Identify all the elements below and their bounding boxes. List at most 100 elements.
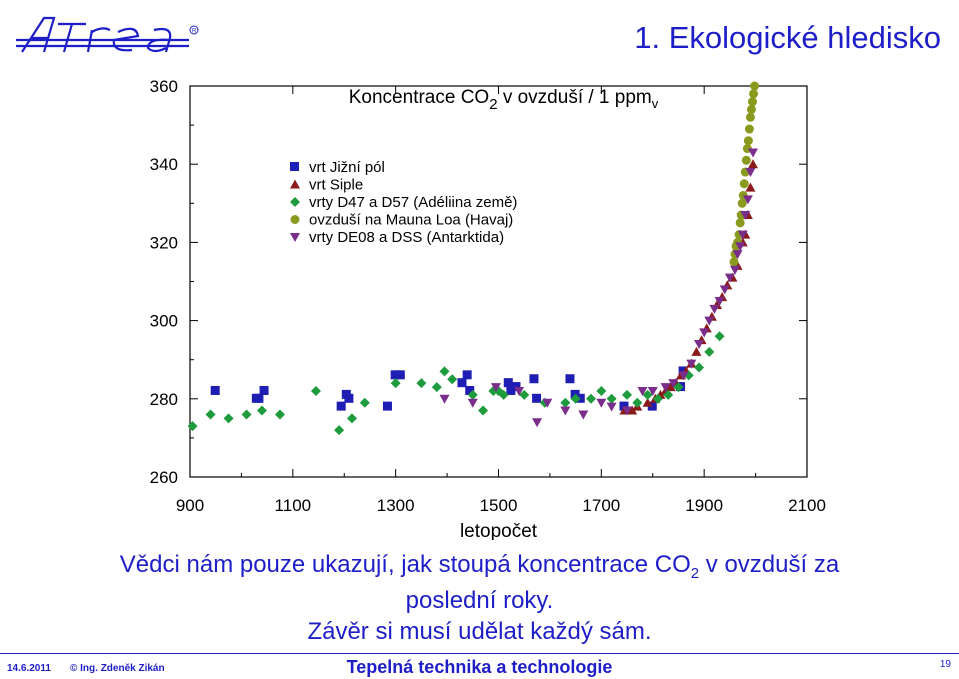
data-point-series-3 — [241, 409, 252, 420]
x-tick-label: 1500 — [480, 496, 518, 515]
data-point-series-3 — [390, 378, 401, 389]
data-point-series-3 — [223, 413, 234, 424]
legend-label-4: ovzduší na Mauna Loa (Havaj) — [309, 212, 513, 229]
data-point-series-3 — [431, 382, 442, 393]
data-point-series-3 — [205, 409, 216, 420]
data-point-series-1 — [395, 370, 405, 380]
data-point-series-3 — [416, 378, 427, 389]
y-tick-label: 260 — [150, 468, 178, 487]
y-tick-label: 300 — [150, 312, 178, 331]
y-tick-label: 320 — [150, 233, 178, 252]
footer-title: Tepelná technika a technologie — [346, 657, 613, 677]
data-point-series-2 — [691, 346, 702, 356]
data-point-series-3 — [632, 397, 643, 408]
legend-label-5: vrty DE08 a DSS (Antarktida) — [309, 229, 504, 246]
data-point-series-1 — [506, 385, 516, 395]
legend-marker-1 — [290, 162, 299, 171]
data-point-series-5 — [714, 297, 725, 307]
data-point-series-1 — [678, 366, 688, 376]
data-point-series-5 — [678, 371, 689, 381]
data-point-series-4 — [746, 104, 756, 114]
chart-title: Koncentrace CO2 v ovzduší / 1 ppmv — [349, 87, 659, 113]
data-point-series-1 — [465, 385, 475, 395]
data-point-series-5 — [737, 230, 748, 240]
data-point-series-2 — [665, 382, 676, 392]
data-point-series-4 — [750, 81, 760, 91]
data-point-series-5 — [719, 285, 730, 295]
data-point-series-1 — [210, 385, 220, 395]
data-point-series-3 — [586, 393, 597, 404]
data-point-series-2 — [642, 397, 653, 407]
data-point-series-5 — [704, 316, 715, 326]
data-point-series-1 — [565, 374, 575, 384]
data-point-series-1 — [457, 378, 467, 388]
svg-text:R: R — [192, 29, 197, 35]
y-tick-label: 360 — [150, 77, 178, 96]
data-point-series-5 — [724, 273, 735, 283]
data-point-series-3 — [606, 393, 617, 404]
data-point-series-2 — [627, 405, 638, 415]
legend-label-2: vrt Siple — [309, 177, 363, 194]
data-point-series-5 — [637, 386, 648, 396]
plot-frame — [189, 85, 808, 478]
data-point-series-5 — [596, 398, 607, 408]
legend-marker-5 — [290, 233, 300, 242]
data-point-series-5 — [694, 340, 705, 350]
data-point-series-1 — [344, 393, 354, 403]
data-point-series-5 — [578, 410, 589, 420]
data-point-series-3 — [560, 397, 571, 408]
data-point-series-3 — [704, 346, 715, 357]
x-tick-label: 2100 — [788, 496, 826, 515]
footer: 14.6.2011 © Ing. Zdeněk Zikán Tepelná te… — [0, 653, 959, 679]
data-point-series-3 — [334, 425, 345, 436]
data-point-series-3 — [256, 405, 267, 416]
data-point-series-1 — [462, 370, 472, 380]
x-tick-label: 1700 — [582, 496, 620, 515]
data-point-series-5 — [647, 386, 658, 396]
data-point-series-2 — [748, 159, 759, 169]
data-point-series-3 — [663, 389, 674, 400]
data-point-series-4 — [739, 179, 749, 189]
data-point-series-3 — [346, 413, 357, 424]
x-tick-label: 1300 — [377, 496, 415, 515]
data-point-series-5 — [514, 386, 525, 396]
data-point-series-5 — [748, 148, 759, 158]
data-point-series-1 — [511, 382, 521, 392]
data-point-series-5 — [686, 359, 697, 369]
data-point-series-1 — [259, 385, 269, 395]
data-point-series-4 — [749, 89, 759, 99]
data-point-series-5 — [699, 328, 710, 338]
data-point-series-3 — [570, 393, 581, 404]
y-tick-label: 280 — [150, 390, 178, 409]
data-point-series-4 — [743, 136, 753, 146]
caption-line-1-end: v ovzduší za — [699, 551, 840, 578]
data-point-series-4 — [741, 155, 751, 165]
data-point-series-4 — [729, 257, 739, 267]
data-point-series-4 — [744, 124, 754, 134]
page-number: 19 — [939, 659, 951, 670]
data-point-series-5 — [439, 394, 450, 404]
co2-chart: 260 280 300 320 340 360 900 1100 1300 1500 1700 190… — [120, 72, 841, 540]
data-point-series-1 — [254, 393, 264, 403]
atrea-logo: R — [14, 10, 199, 60]
data-point-series-1 — [336, 401, 346, 411]
x-tick-label: 1100 — [275, 496, 312, 515]
data-point-series-5 — [732, 250, 743, 260]
caption-line-1: Vědci nám pouze ukazují, jak stoupá konc… — [0, 550, 959, 589]
data-point-series-5 — [606, 402, 617, 412]
data-point-series-3 — [498, 389, 509, 400]
data-point-series-3 — [447, 374, 458, 385]
x-tick-label: 1900 — [685, 496, 723, 515]
data-point-series-3 — [596, 385, 607, 396]
footer-date: 14.6.2011 — [7, 663, 51, 674]
caption-line-1-text: Vědci nám pouze ukazují, jak stoupá konc… — [119, 551, 691, 578]
legend-label-1: vrt Jižní pól — [309, 159, 385, 176]
data-point-series-5 — [709, 304, 720, 314]
data-point-series-4 — [747, 97, 757, 107]
data-point-series-5 — [622, 406, 633, 416]
data-point-series-4 — [737, 198, 747, 208]
data-point-series-3 — [467, 389, 478, 400]
data-point-series-3 — [652, 393, 663, 404]
logo-graphic: R — [16, 16, 199, 53]
data-point-series-5 — [560, 406, 571, 416]
